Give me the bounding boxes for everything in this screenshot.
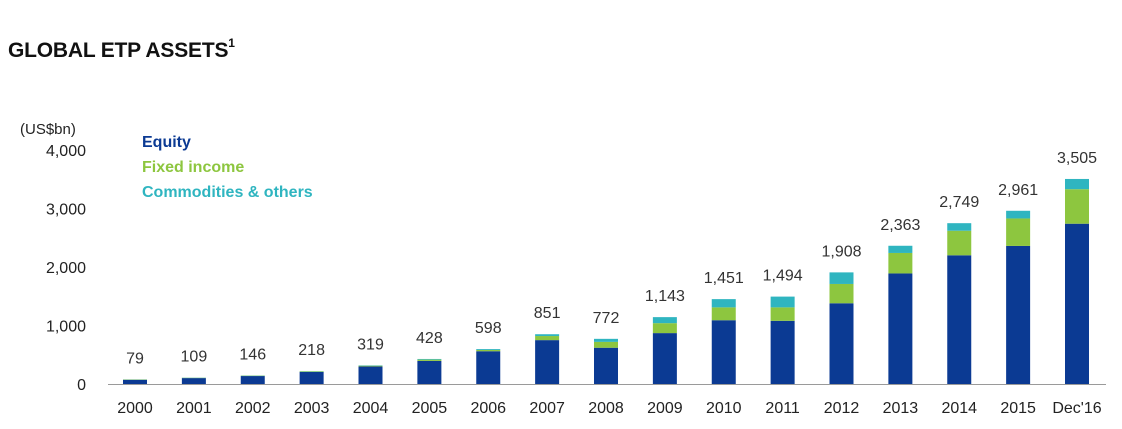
bar-segment-equity — [299, 372, 324, 384]
bar-segment-equity — [240, 376, 265, 384]
bar-segment-commodities-others — [535, 334, 560, 337]
total-label: 79 — [126, 350, 144, 367]
bar-segment-fixed-income — [1065, 189, 1089, 224]
bar-segment-fixed-income — [417, 359, 442, 361]
bar-segment-equity — [947, 255, 972, 384]
total-label: 319 — [357, 336, 384, 353]
bar-segment-equity — [888, 273, 913, 384]
y-tick-label: 1,000 — [46, 319, 86, 336]
x-tick-label: 2010 — [706, 400, 742, 417]
total-label: 1,908 — [821, 243, 861, 260]
bar-segment-commodities-others — [476, 349, 501, 350]
x-tick-label: 2004 — [353, 400, 389, 417]
total-label: 1,143 — [645, 288, 685, 305]
y-tick-label: 3,000 — [46, 202, 86, 219]
total-label: 2,363 — [880, 217, 920, 234]
bar-segment-equity — [1065, 223, 1089, 384]
x-tick-label: 2000 — [117, 400, 153, 417]
bar-segment-fixed-income — [652, 323, 677, 334]
total-label: 1,494 — [763, 268, 803, 285]
bar-segment-equity — [476, 351, 501, 384]
total-label: 772 — [593, 310, 620, 327]
bar-segment-fixed-income — [358, 365, 383, 367]
bar-segment-commodities-others — [417, 358, 442, 360]
x-tick-label: 2005 — [412, 400, 448, 417]
title-footnote: 1 — [228, 36, 235, 50]
chart-title: GLOBAL ETP ASSETS1 — [8, 36, 235, 62]
bar-segment-fixed-income — [594, 341, 618, 348]
bar-segment-fixed-income — [299, 371, 324, 373]
x-tick-label: Dec'16 — [1052, 400, 1101, 417]
bar-segment-commodities-others — [1006, 210, 1031, 219]
bar-segment-equity — [417, 360, 442, 384]
bar-segment-commodities-others — [711, 299, 736, 308]
x-tick-label: 2006 — [470, 400, 506, 417]
bar-segment-equity — [358, 366, 383, 384]
x-tick-label: 2012 — [824, 400, 860, 417]
bar-segment-fixed-income — [947, 230, 972, 256]
y-tick-label: 2,000 — [46, 260, 86, 277]
bar-segment-equity — [535, 340, 560, 384]
bar-segment-commodities-others — [829, 272, 854, 284]
x-tick-label: 2001 — [176, 400, 212, 417]
total-label: 1,451 — [704, 270, 744, 287]
legend-entry: Equity — [142, 134, 191, 151]
bar-segment-commodities-others — [1065, 178, 1089, 190]
x-tick-label: 2009 — [647, 400, 683, 417]
legend-entry: Commodities & others — [142, 184, 313, 201]
bar-segment-fixed-income — [888, 252, 913, 274]
bar-segment-fixed-income — [711, 307, 736, 321]
x-tick-label: 2013 — [883, 400, 919, 417]
bar-segment-commodities-others — [652, 317, 677, 324]
bar-segment-fixed-income — [829, 283, 854, 304]
bar-segment-equity — [711, 320, 736, 384]
bar-segment-commodities-others — [947, 223, 972, 231]
bar-segment-commodities-others — [770, 296, 795, 308]
x-tick-label: 2003 — [294, 400, 330, 417]
bar-segment-fixed-income — [535, 336, 560, 341]
bar-segment-equity — [652, 333, 677, 384]
x-tick-label: 2011 — [765, 400, 800, 417]
total-label: 146 — [239, 346, 266, 363]
bar-segment-equity — [123, 379, 147, 384]
total-label: 3,505 — [1057, 150, 1097, 167]
y-axis-label: (US$bn) — [20, 121, 76, 138]
bar-segment-fixed-income — [476, 349, 501, 352]
bar-segment-equity — [829, 303, 854, 384]
total-label: 218 — [298, 342, 325, 359]
bar-segment-fixed-income — [1006, 218, 1031, 246]
total-label: 428 — [416, 330, 443, 347]
x-tick-label: 2014 — [941, 400, 977, 417]
x-tick-label: 2015 — [1000, 400, 1036, 417]
total-label: 109 — [181, 349, 208, 366]
total-label: 2,749 — [939, 194, 979, 211]
bar-segment-equity — [181, 378, 206, 384]
bar-segment-commodities-others — [888, 245, 913, 253]
x-tick-label: 2007 — [529, 400, 565, 417]
bar-segment-commodities-others — [594, 338, 618, 342]
total-label: 2,961 — [998, 182, 1038, 199]
bar-segment-equity — [594, 347, 618, 384]
legend-entry: Fixed income — [142, 159, 244, 176]
y-tick-label: 4,000 — [46, 143, 86, 160]
bar-segment-equity — [1006, 245, 1031, 384]
x-tick-label: 2002 — [235, 400, 271, 417]
bar-segment-fixed-income — [770, 307, 795, 321]
bar-segment-equity — [770, 320, 795, 384]
y-tick-label: 0 — [77, 377, 86, 394]
total-label: 598 — [475, 320, 502, 337]
x-tick-label: 2008 — [588, 400, 624, 417]
total-label: 851 — [534, 305, 561, 322]
